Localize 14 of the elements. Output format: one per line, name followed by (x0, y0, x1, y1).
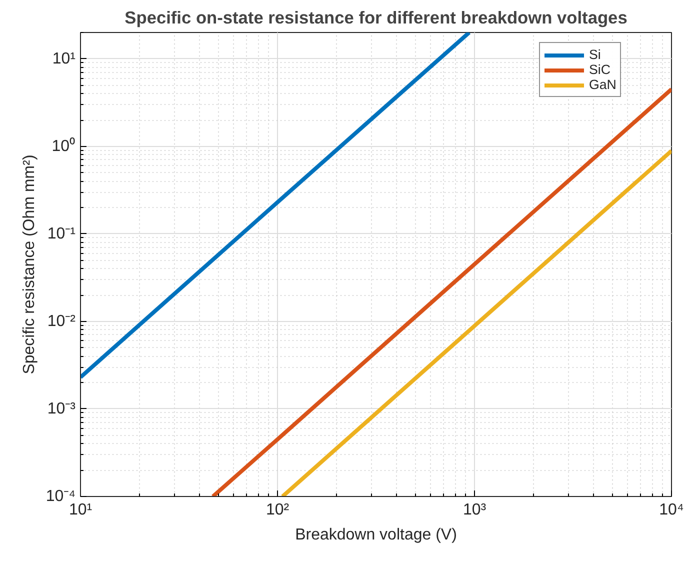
y-axis-title: Specific resistance (Ohm mm²) (20, 154, 38, 374)
y-tick-label: 10⁻³ (47, 400, 76, 418)
y-tick-label: 10¹ (52, 50, 76, 68)
y-tick-label: 10⁻² (47, 312, 76, 330)
chart-title: Specific on-state resistance for different breakdown voltages (124, 8, 628, 28)
x-tick-label: 10⁴ (659, 502, 684, 518)
legend-label: Si (589, 47, 602, 62)
x-axis-title: Breakdown voltage (V) (295, 526, 457, 544)
legend-label: SiC (589, 62, 610, 77)
legend-label: GaN (589, 77, 616, 92)
y-tick-label: 10⁰ (52, 136, 76, 155)
y-tick-label: 10⁻¹ (47, 225, 76, 242)
x-tick-label: 10² (266, 502, 290, 518)
x-tick-label: 10³ (462, 502, 487, 518)
